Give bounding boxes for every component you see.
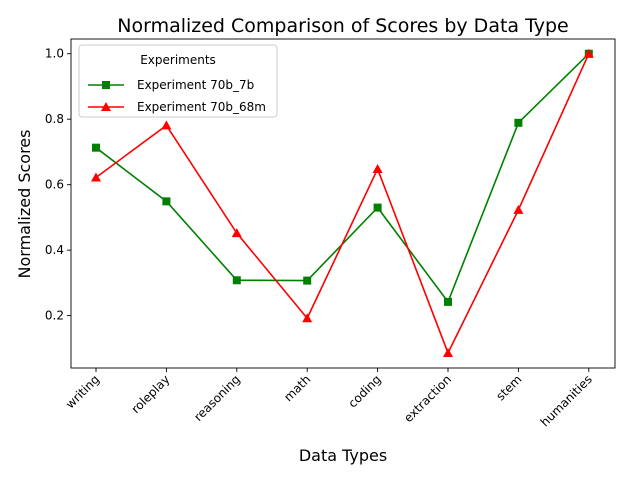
series-0-point-0 (92, 143, 100, 152)
series-0-point-3 (303, 276, 312, 285)
chart-title: Normalized Comparison of Scores by Data … (117, 15, 568, 37)
legend-title: Experiments (140, 53, 216, 67)
series-0-point-5 (444, 297, 452, 306)
series-0-point-6 (514, 118, 523, 127)
plot-area (91, 48, 594, 357)
legend-label-1: Experiment 70b_68m (137, 100, 266, 114)
legend-box (78, 44, 278, 118)
series-1-point-5 (443, 347, 453, 357)
x-tick-label-0: writing (63, 372, 102, 411)
x-tick-label-5: extraction (401, 372, 454, 425)
y-tick-label-0: 0.2 (45, 309, 64, 323)
series-1-point-7 (583, 48, 594, 58)
x-tick-label-2: reasoning (191, 372, 243, 424)
y-tick-label-4: 1.0 (45, 47, 64, 61)
x-tick-label-1: roleplay (129, 372, 173, 416)
series-1-point-0 (91, 172, 101, 182)
legend-marker-1 (101, 102, 111, 111)
legend: Experiments Experiment 70b_7b Experiment 7… (78, 44, 278, 118)
axes-frame (70, 38, 616, 369)
series-1-point-6 (513, 204, 524, 214)
x-axis-label: Data Types (299, 446, 387, 465)
series-0-point-4 (373, 203, 382, 212)
x-tick-label-7: humanities (538, 372, 595, 429)
y-tick-label-3: 0.8 (45, 112, 64, 126)
x-tick-label-4: coding (345, 372, 383, 410)
series-1-point-2 (231, 228, 242, 238)
y-tick-label-1: 0.4 (45, 243, 64, 257)
series-1-point-4 (372, 163, 383, 173)
series-line-1 (95, 53, 590, 355)
y-axis-label: Normalized Scores (15, 130, 34, 279)
legend-label-0: Experiment 70b_7b (137, 78, 254, 92)
series-1-point-3 (302, 313, 313, 323)
series-1-point-1 (161, 120, 172, 130)
series-0-point-1 (162, 197, 171, 206)
x-tick-label-3: math (281, 372, 313, 404)
series-0-point-2 (232, 276, 241, 285)
y-tick-label-2: 0.6 (45, 178, 64, 192)
legend-marker-0 (102, 81, 110, 89)
x-tick-label-6: stem (493, 372, 524, 403)
